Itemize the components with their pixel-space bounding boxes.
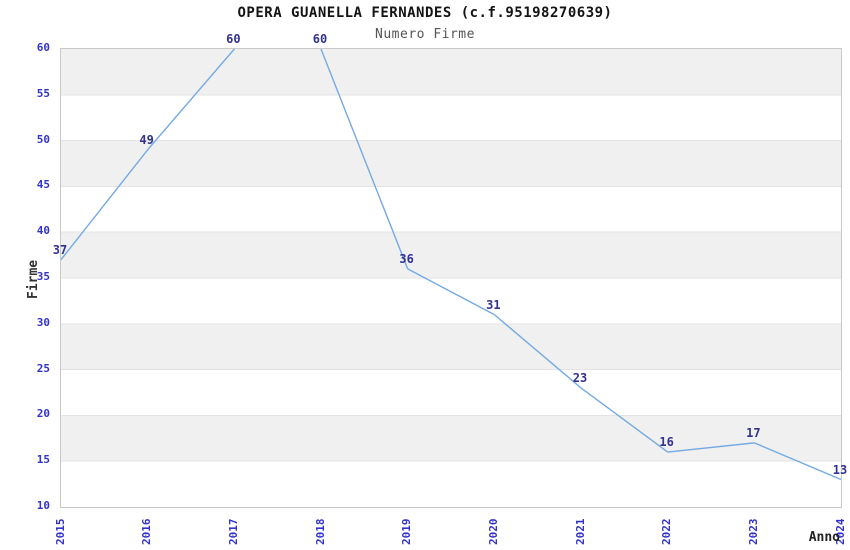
data-label: 60 xyxy=(226,32,241,46)
trend-line-segment xyxy=(580,387,669,453)
x-tick-label: 2023 xyxy=(746,518,760,546)
plot-band xyxy=(61,323,841,370)
data-label: 17 xyxy=(746,425,761,440)
chart-title: OPERA GUANELLA FERNANDES (c.f.9519827063… xyxy=(237,5,613,21)
trend-line-segment xyxy=(147,49,235,151)
plot-band xyxy=(61,232,841,278)
y-tick-label: 25 xyxy=(36,361,50,375)
data-label: 37 xyxy=(52,242,68,257)
x-tick-label: 2017 xyxy=(226,518,240,546)
chart-subtitle: Numero Firme xyxy=(375,27,475,42)
trend-line-segment xyxy=(493,314,582,389)
x-tick-label: 2021 xyxy=(573,518,587,546)
data-label: 16 xyxy=(659,435,674,450)
data-label: 23 xyxy=(572,370,588,385)
y-tick-label: 55 xyxy=(36,86,50,100)
x-axis-title: Anno xyxy=(808,530,840,545)
data-label: 36 xyxy=(399,251,414,266)
plot-area xyxy=(60,48,842,508)
x-tick-label: 2018 xyxy=(313,518,327,546)
data-label: 60 xyxy=(312,32,328,46)
plot-band xyxy=(61,49,841,95)
y-tick-label: 45 xyxy=(36,178,50,192)
trend-line-segment xyxy=(754,442,841,481)
x-tick-label: 2016 xyxy=(140,518,154,546)
x-tick-label: 2019 xyxy=(400,518,414,546)
plot-band xyxy=(61,415,841,462)
y-tick-label: 35 xyxy=(36,270,50,283)
x-tick-label: 2022 xyxy=(660,518,674,546)
plot-band xyxy=(61,140,841,187)
data-label: 13 xyxy=(832,462,848,477)
x-tick-label: 2020 xyxy=(486,518,500,546)
y-tick-label: 60 xyxy=(36,41,50,54)
trend-line-segment xyxy=(320,49,409,270)
x-tick-label: 2015 xyxy=(53,518,67,546)
y-tick-label: 30 xyxy=(36,315,50,329)
y-tick-label: 10 xyxy=(36,499,50,512)
y-tick-label: 15 xyxy=(36,453,50,467)
y-tick-label: 40 xyxy=(36,224,50,238)
y-tick-label: 50 xyxy=(36,132,50,146)
trend-line-segment xyxy=(61,149,149,261)
trend-line-segment xyxy=(407,268,495,316)
trend-line-segment xyxy=(667,442,755,453)
y-tick-label: 20 xyxy=(36,407,50,421)
data-label: 49 xyxy=(139,132,154,147)
data-label: 31 xyxy=(486,297,501,312)
trend-line-svg xyxy=(61,49,841,481)
